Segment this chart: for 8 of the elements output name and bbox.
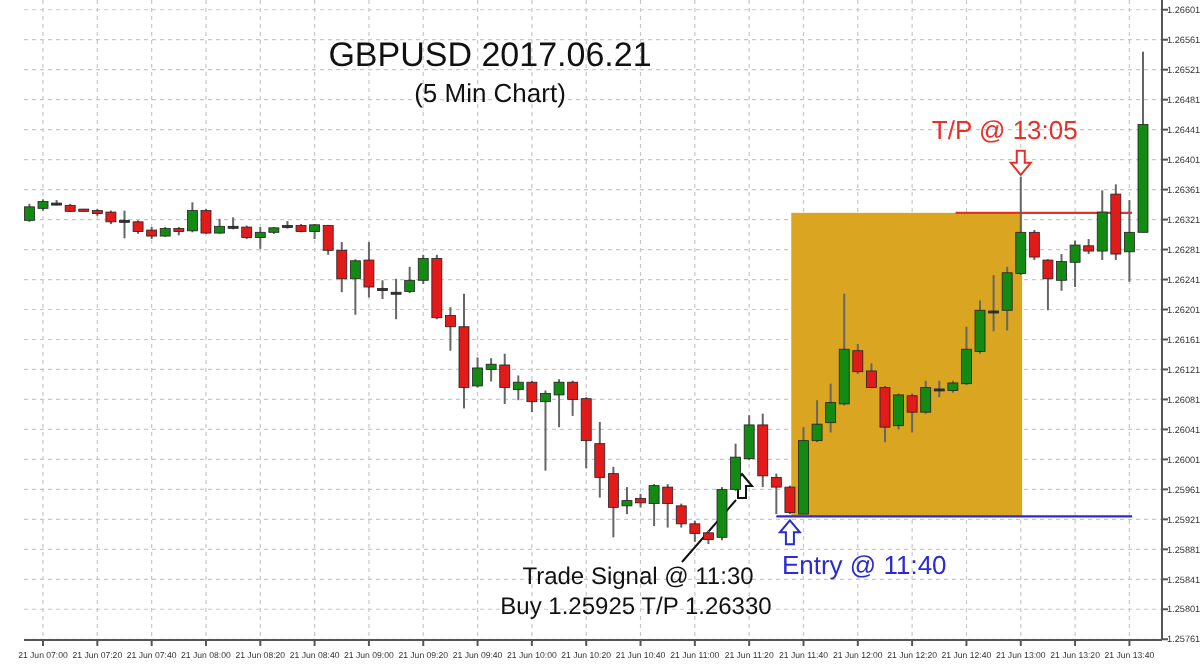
text: GBPUSD 2017.06.21 [328,36,652,74]
annotation: Buy 1.25925 T/P 1.26330 [500,592,773,620]
text: (5 Min Chart) [414,78,566,108]
annotation: Entry @ 11:40 [781,550,947,581]
candlestick [390,277,402,321]
annotation: T/P @ 13:05 [931,114,1078,145]
candlestick [377,279,388,301]
annotation: Trade Signal @ 11:30 [522,562,755,590]
